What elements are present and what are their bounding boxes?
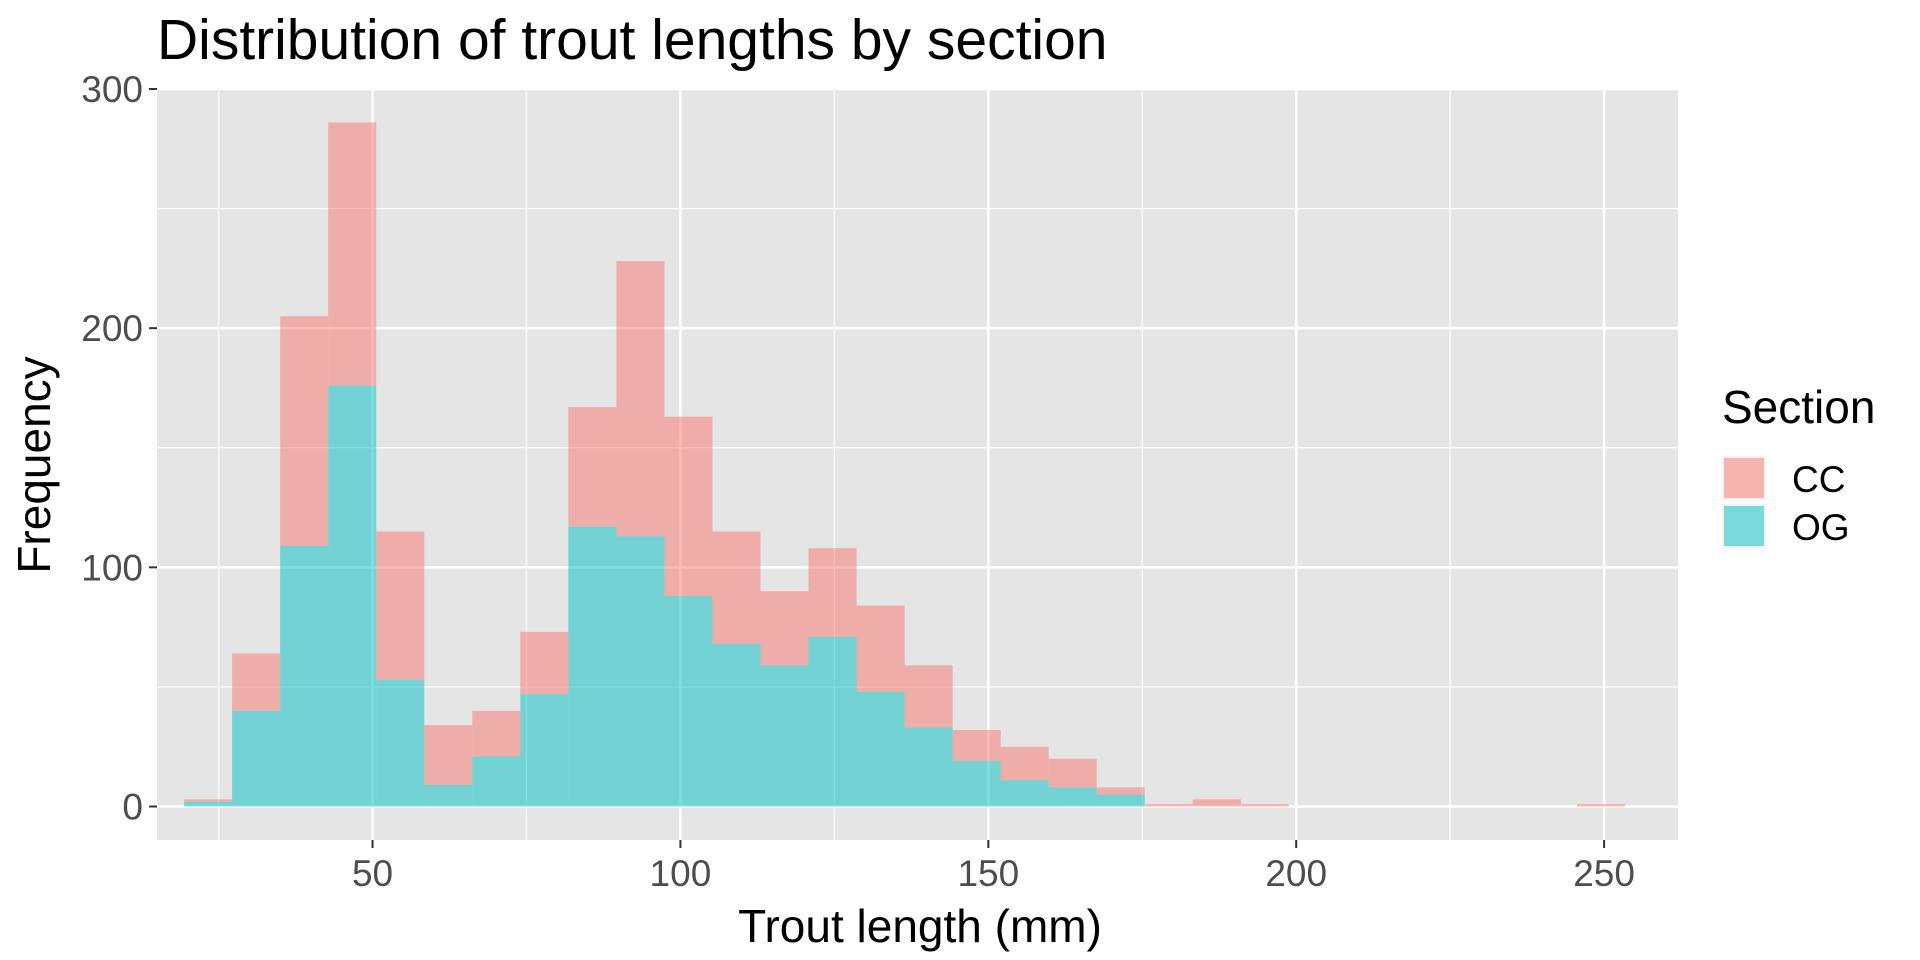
bar-og (808, 636, 857, 807)
x-tick-label: 150 (957, 853, 1019, 894)
bar-cc (664, 416, 713, 597)
bar-cc (856, 605, 905, 692)
bar-cc (1000, 746, 1049, 781)
series-og (184, 385, 1145, 807)
bar-og (232, 710, 281, 807)
bar-cc (328, 122, 377, 386)
bar-og (280, 545, 329, 807)
bar-og (616, 536, 665, 807)
bar-og (1048, 787, 1097, 807)
x-tick-label: 200 (1265, 853, 1327, 894)
legend-item-og: OG (1722, 504, 1850, 548)
x-tick-label: 250 (1573, 853, 1635, 894)
bar-cc (808, 548, 857, 637)
bar-cc (424, 725, 473, 785)
histogram-bars (184, 122, 1626, 807)
bar-cc (184, 799, 233, 802)
bar-og (1096, 794, 1145, 807)
bar-cc (904, 665, 953, 728)
bar-og (184, 801, 233, 807)
x-tick-label: 100 (650, 853, 712, 894)
bar-cc (616, 261, 665, 537)
y-tick-label: 300 (81, 69, 143, 110)
bar-cc (472, 710, 521, 757)
bar-og (1000, 780, 1049, 807)
bar-cc (1144, 804, 1193, 807)
bar-og (520, 694, 569, 807)
legend-item-cc: CC (1722, 456, 1845, 500)
legend-key-swatch (1724, 506, 1764, 546)
bar-cc (376, 531, 425, 680)
bar-og (904, 727, 953, 807)
bar-cc (280, 316, 329, 546)
series-cc (184, 122, 1626, 807)
bar-og (760, 665, 809, 807)
axes: 0 100 200 300 50 100 150 200 250 (81, 69, 1635, 894)
legend: Section CC OG (1722, 381, 1875, 548)
bar-og (472, 756, 521, 807)
bar-cc (568, 407, 617, 527)
bar-og (376, 679, 425, 807)
bar-cc (1192, 799, 1241, 807)
bar-og (712, 643, 761, 807)
bar-og (424, 784, 473, 807)
legend-key-swatch (1724, 458, 1764, 498)
bar-cc (232, 653, 281, 711)
bar-og (856, 691, 905, 807)
bar-cc (1577, 804, 1626, 807)
bar-og (952, 761, 1001, 807)
legend-label: CC (1792, 459, 1845, 500)
legend-label: OG (1792, 507, 1850, 548)
bar-og (568, 526, 617, 807)
y-tick-label: 100 (81, 547, 143, 588)
legend-title: Section (1722, 381, 1875, 433)
bar-cc (712, 531, 761, 644)
bar-cc (760, 591, 809, 666)
x-tick-label: 50 (352, 853, 393, 894)
y-tick-label: 200 (81, 308, 143, 349)
chart-title: Distribution of trout lengths by section (157, 8, 1108, 72)
bar-og (664, 596, 713, 807)
bar-cc (1048, 758, 1097, 788)
x-axis-title: Trout length (mm) (738, 900, 1102, 952)
y-axis-title: Frequency (8, 356, 60, 573)
bar-og (328, 385, 377, 807)
y-tick-label: 0 (122, 787, 143, 828)
bar-cc (952, 729, 1001, 762)
bar-cc (1240, 804, 1289, 807)
bar-cc (520, 631, 569, 695)
bar-cc (1096, 787, 1145, 795)
